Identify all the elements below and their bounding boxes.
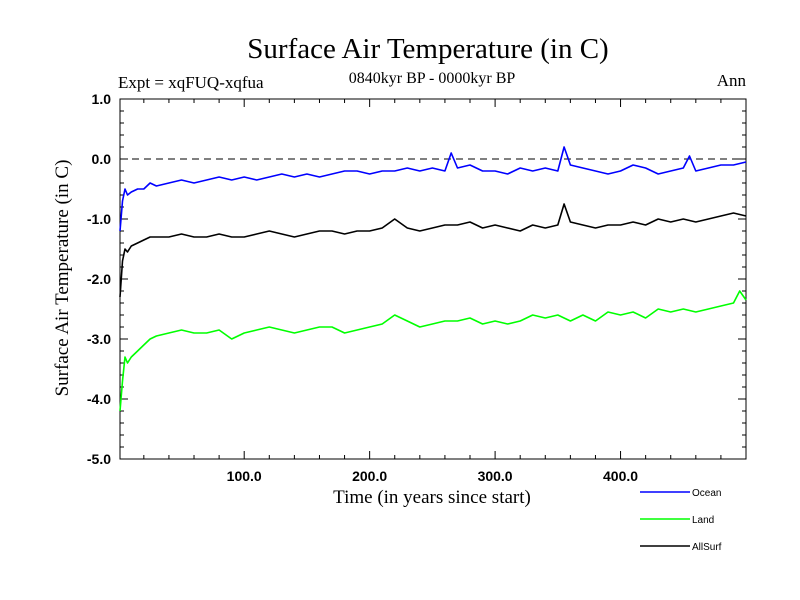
y-tick-label: -1.0 bbox=[87, 211, 111, 227]
x-tick-label: 300.0 bbox=[478, 468, 513, 484]
y-tick-label: -5.0 bbox=[87, 451, 111, 467]
chart-title: Surface Air Temperature (in C) bbox=[247, 33, 608, 65]
x-axis-label: Time (in years since start) bbox=[333, 487, 531, 508]
y-tick-label: 0.0 bbox=[92, 151, 112, 167]
x-tick-label: 400.0 bbox=[603, 468, 638, 484]
series-line-allsurf bbox=[119, 203, 747, 298]
legend-label-ocean: Ocean bbox=[692, 488, 721, 499]
legend: Ocean Land AllSurf bbox=[640, 488, 722, 553]
chart-subtitle: 0840kyr BP - 0000kyr BP bbox=[349, 70, 516, 87]
y-axis-label: Surface Air Temperature (in C) bbox=[52, 160, 73, 397]
y-tick-label: -2.0 bbox=[87, 271, 111, 287]
x-tick-label: 100.0 bbox=[227, 468, 262, 484]
legend-label-allsurf: AllSurf bbox=[692, 542, 722, 553]
x-tick-label: 200.0 bbox=[352, 468, 387, 484]
series-line-ocean bbox=[119, 146, 747, 232]
season-label: Ann bbox=[717, 71, 747, 90]
legend-label-land: Land bbox=[692, 515, 714, 526]
plot-area: 1.0 0.0 -1.0 -2.0 -3.0 -4.0 -5.0 100.0 200.0 300.… bbox=[87, 91, 747, 484]
series-line-land bbox=[119, 290, 747, 412]
y-tick-label: -3.0 bbox=[87, 331, 111, 347]
y-tick-label: -4.0 bbox=[87, 391, 111, 407]
expt-label: Expt = xqFUQ-xqfua bbox=[118, 73, 264, 92]
plot-frame bbox=[119, 98, 747, 460]
y-tick-label: 1.0 bbox=[92, 91, 112, 107]
